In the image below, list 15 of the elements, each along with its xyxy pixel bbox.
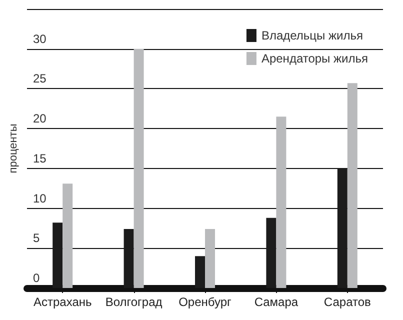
legend-label: Арендаторы жилья <box>261 52 368 66</box>
y-tick-label: 25 <box>33 72 47 86</box>
x-tick-label: Волгоград <box>105 295 162 309</box>
x-tick-label: Самара <box>254 295 298 309</box>
y-tick-label: 30 <box>33 32 47 46</box>
y-tick-label: 20 <box>33 112 47 126</box>
y-tick-label: 10 <box>33 191 47 206</box>
y-axis-title: проценты <box>8 124 20 174</box>
x-tick-label: Саратов <box>324 295 371 309</box>
y-tick-label: 15 <box>33 151 47 166</box>
legend-label: Владельцы жилья <box>261 28 363 42</box>
y-tick-label: 5 <box>33 231 40 246</box>
y-tick-label: 0 <box>33 271 40 285</box>
x-tick-label: Оренбург <box>178 295 232 309</box>
x-tick-label: Астрахань <box>33 295 92 309</box>
